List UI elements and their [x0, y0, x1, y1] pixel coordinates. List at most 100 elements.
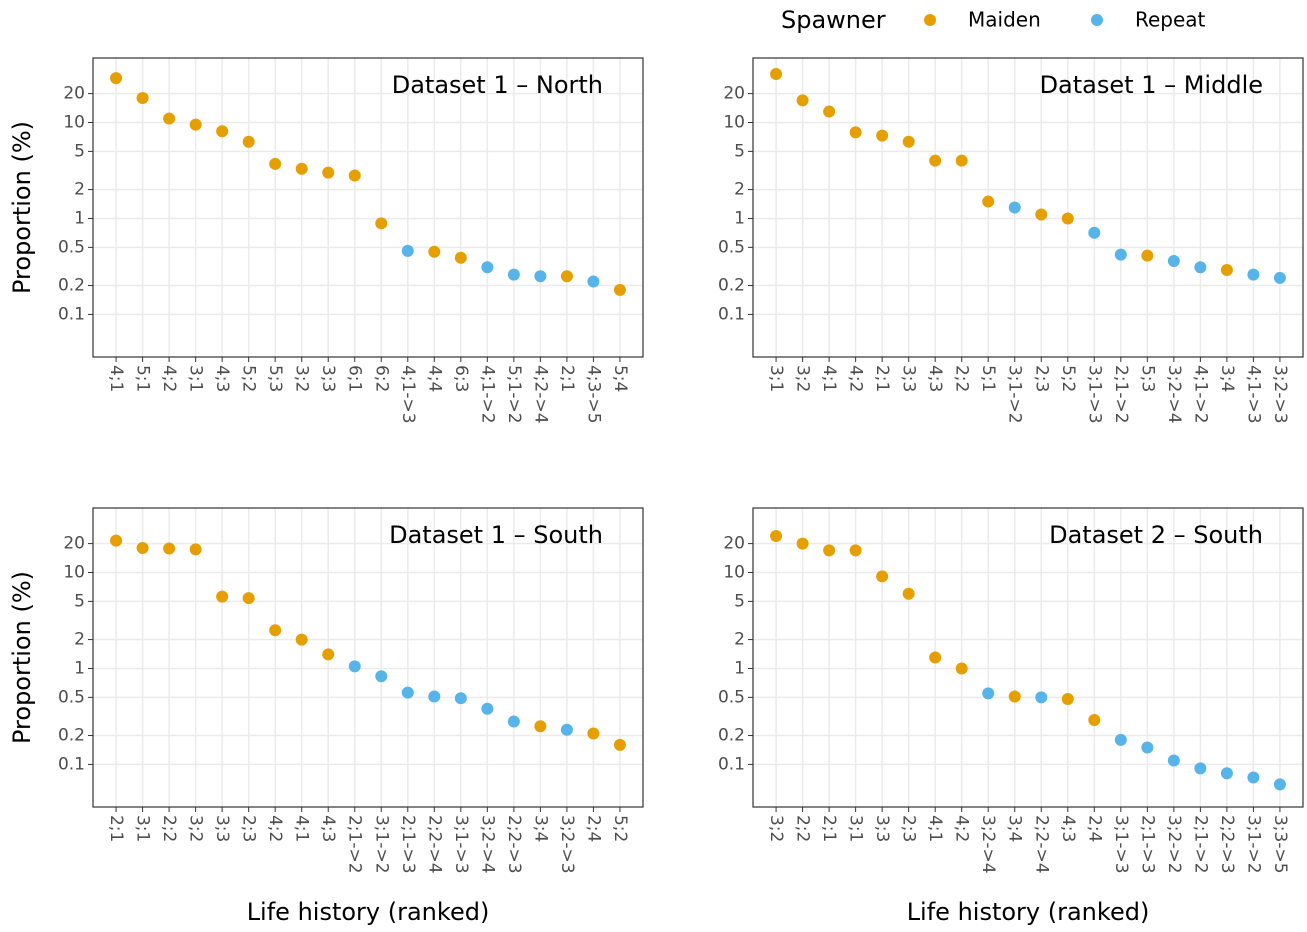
point	[955, 154, 968, 167]
y-tick-label: 0.5	[718, 687, 745, 707]
point	[1114, 248, 1127, 261]
point	[560, 723, 573, 736]
point	[1008, 690, 1021, 703]
x-tick-label: 4;3->5	[583, 365, 603, 424]
point	[876, 129, 889, 142]
point	[163, 542, 176, 555]
x-tick-label: 5;4	[610, 365, 630, 392]
panel-title: Dataset 1 – South	[389, 521, 603, 549]
y-tick-label: 5	[74, 141, 85, 161]
x-tick-label: 4;1->3	[398, 365, 418, 424]
x-tick-label: 4;1	[925, 815, 945, 842]
x-tick-label: 2;2	[793, 815, 813, 842]
point	[216, 590, 229, 603]
x-tick-label: 5;2	[610, 815, 630, 842]
x-tick-label: 3;1->3	[1084, 365, 1104, 424]
x-tick-label: 4;3	[1058, 815, 1078, 842]
legend-marker	[924, 14, 936, 26]
point	[348, 169, 361, 182]
x-tick-label: 3;1	[766, 365, 786, 392]
point	[295, 162, 308, 175]
point	[189, 118, 202, 131]
point	[481, 261, 494, 274]
point	[1141, 249, 1154, 262]
point	[507, 715, 520, 728]
x-tick-label: 2;1->2	[1111, 365, 1131, 424]
x-tick-label: 6;2	[371, 365, 391, 392]
point	[454, 692, 467, 705]
x-tick-label: 2;1	[872, 365, 892, 392]
x-tick-label: 3;3	[899, 365, 919, 392]
x-tick-label: 4;1->2	[1190, 365, 1210, 424]
legend-label: Repeat	[1135, 8, 1206, 32]
x-tick-label: 2;3	[899, 815, 919, 842]
y-tick-label: 1	[74, 208, 85, 228]
x-tick-label: 2;2->4	[424, 815, 444, 874]
x-tick-label: 3;1	[133, 815, 153, 842]
x-tick-label: 5;2	[239, 365, 259, 392]
y-tick-label: 1	[74, 658, 85, 678]
x-tick-label: 2;1->2	[1190, 815, 1210, 874]
x-tick-label: 2;3	[239, 815, 259, 842]
point	[1008, 201, 1021, 214]
y-tick-label: 5	[74, 591, 85, 611]
point	[110, 534, 123, 547]
point	[1061, 693, 1074, 706]
x-tick-label: 4;2	[159, 365, 179, 392]
x-tick-label: 3;1->2	[1243, 815, 1263, 874]
x-tick-label: 2;2	[952, 365, 972, 392]
x-tick-label: 2;2	[159, 815, 179, 842]
x-tick-label: 5;2	[1058, 365, 1078, 392]
point	[849, 544, 862, 557]
point	[322, 648, 335, 661]
point	[1035, 208, 1048, 221]
x-tick-label: 2;1->3	[398, 815, 418, 874]
point	[401, 686, 414, 699]
x-tick-label: 4;1->3	[1243, 365, 1263, 424]
y-tick-label: 0.5	[58, 687, 85, 707]
x-tick-label: 2;2->3	[504, 815, 524, 874]
x-tick-label: 4;1	[106, 365, 126, 392]
x-tick-label: 3;2	[766, 815, 786, 842]
x-tick-label: 3;1->2	[371, 815, 391, 874]
point	[428, 690, 441, 703]
point	[770, 68, 783, 81]
y-tick-label: 20	[63, 534, 85, 554]
y-tick-label: 10	[63, 112, 85, 132]
x-tick-label: 5;3	[1137, 365, 1157, 392]
x-tick-label: 2;1	[557, 365, 577, 392]
point	[1035, 691, 1048, 704]
y-tick-label: 2	[74, 630, 85, 650]
panel-title: Dataset 1 – Middle	[1040, 71, 1263, 99]
point	[796, 94, 809, 107]
x-tick-label: 5;1->2	[504, 365, 524, 424]
point	[876, 570, 889, 583]
y-tick-label: 2	[734, 630, 745, 650]
x-tick-label: 4;3	[318, 815, 338, 842]
point	[587, 727, 600, 740]
point	[587, 275, 600, 288]
x-tick-label: 3;2->4	[978, 815, 998, 874]
point	[1247, 268, 1260, 281]
x-tick-label: 3;3	[212, 815, 232, 842]
x-tick-label: 4;1->2	[477, 365, 497, 424]
point	[1273, 778, 1286, 791]
point	[216, 125, 229, 138]
point	[454, 251, 467, 264]
point	[1194, 261, 1207, 274]
point	[955, 662, 968, 675]
x-tick-label: 3;4	[1005, 815, 1025, 842]
x-tick-label: 3;4	[530, 815, 550, 842]
point	[902, 587, 915, 600]
point	[269, 624, 282, 637]
point	[1088, 226, 1101, 239]
x-tick-label: 3;2	[186, 815, 206, 842]
x-tick-label: 4;1	[819, 365, 839, 392]
x-tick-label: 2;2->3	[1217, 815, 1237, 874]
panel-border	[92, 507, 644, 808]
x-tick-label: 2;1	[819, 815, 839, 842]
x-tick-label: 3;2	[793, 365, 813, 392]
point	[1220, 767, 1233, 780]
x-tick-label: 2;1	[106, 815, 126, 842]
